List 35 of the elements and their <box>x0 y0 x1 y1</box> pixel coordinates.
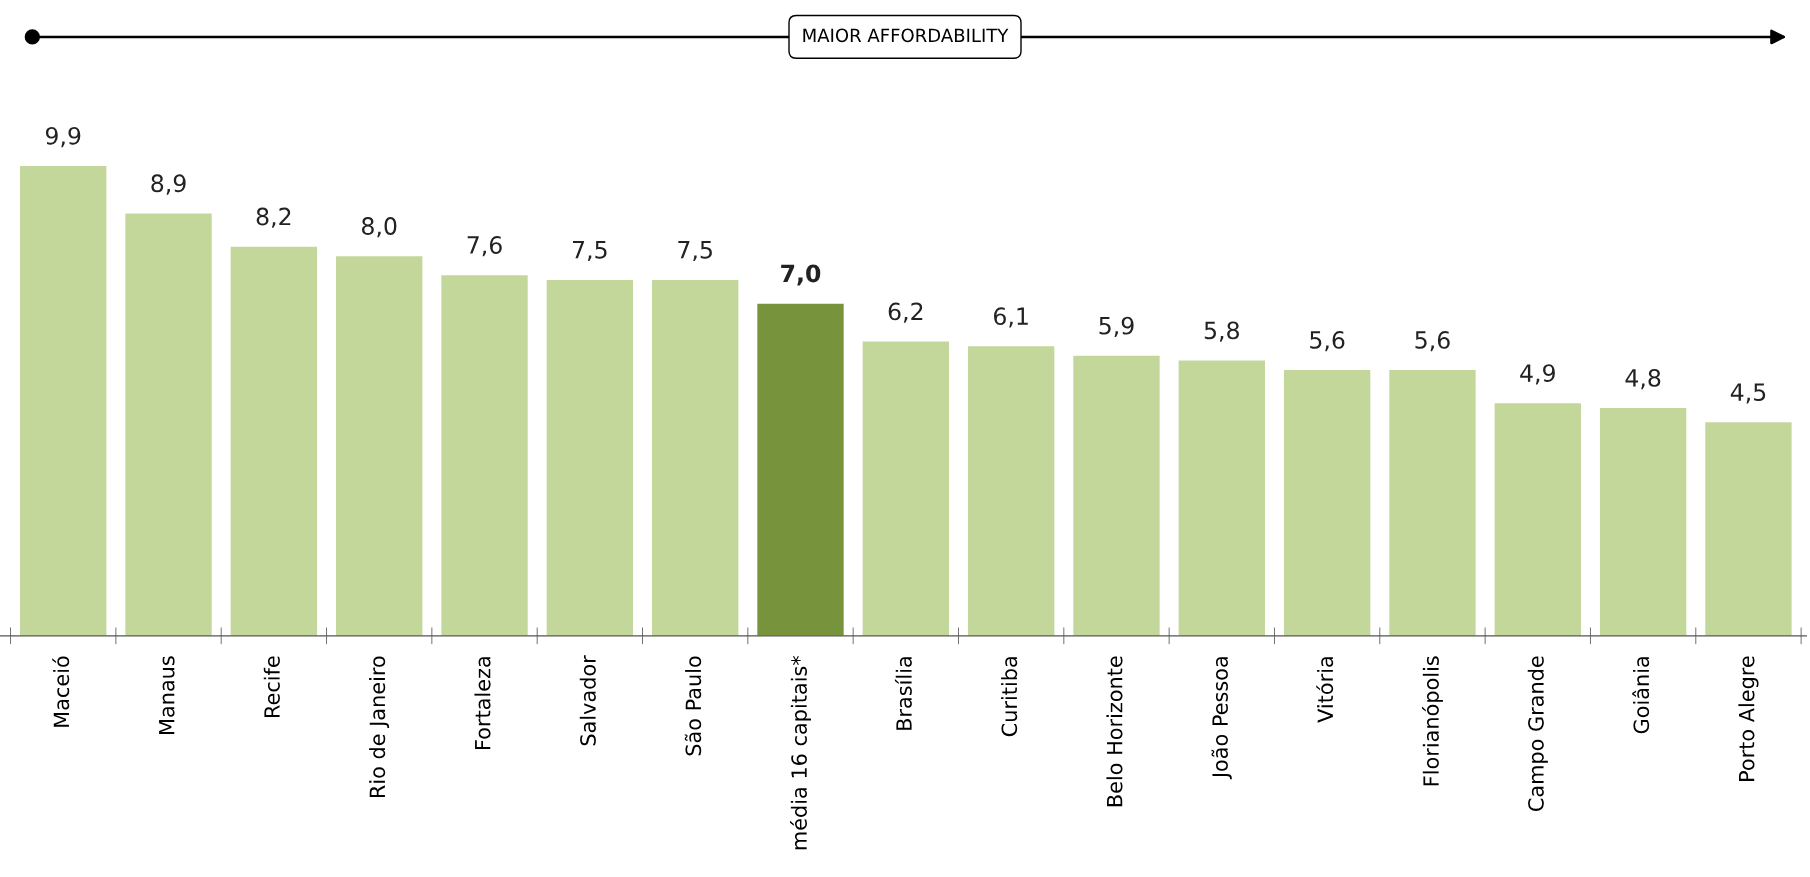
data-label: 5,8 <box>1204 321 1239 342</box>
data-label: 8,2 <box>256 207 291 228</box>
data-label: 5,9 <box>1099 316 1134 337</box>
x-tick-label: Fortaleza <box>474 657 491 750</box>
x-tick-label: São Paulo <box>684 656 702 756</box>
x-tick-label: Rio de Janeiro <box>369 656 390 798</box>
x-tick-label: Goiânia <box>1632 657 1650 734</box>
data-label: 6,1 <box>994 307 1028 328</box>
data-label: 4,8 <box>1625 368 1661 390</box>
data-label: 4,5 <box>1730 383 1766 404</box>
x-tick-label: Brasília <box>894 657 912 730</box>
data-label: 5,6 <box>1415 330 1450 352</box>
x-tick-label: Manaus <box>159 656 175 734</box>
x-tick-label: João Pessoa <box>1211 657 1232 780</box>
x-tick-label: Salvador <box>579 655 596 746</box>
x-tick-label: Vitória <box>1316 657 1334 723</box>
x-tick-label: Recife <box>263 656 280 717</box>
x-tick-label: Maceió <box>52 656 70 727</box>
data-label: 7,5 <box>573 241 607 262</box>
x-tick-label: média 16 capitais* <box>790 655 811 850</box>
x-tick-label: Porto Alegre <box>1738 656 1759 781</box>
data-label: 7,5 <box>678 241 712 262</box>
text: MAIOR AFFORDABILITY <box>803 28 1009 43</box>
x-tick-label: Campo Grande <box>1527 656 1548 812</box>
data-label: 7,6 <box>467 236 502 257</box>
x-tick-label: Curitiba <box>1001 657 1018 737</box>
data-label: 8,0 <box>362 217 397 238</box>
data-label: 4,9 <box>1520 364 1555 385</box>
data-label: 7,0 <box>781 264 821 286</box>
data-label: 5,6 <box>1310 330 1345 352</box>
x-tick-label: Belo Horizonte <box>1106 656 1123 807</box>
x-tick-label: Florianópolis <box>1421 656 1443 786</box>
data-label: 6,2 <box>888 302 923 323</box>
data-label: 8,9 <box>151 174 186 195</box>
data-label: 9,9 <box>45 126 81 148</box>
